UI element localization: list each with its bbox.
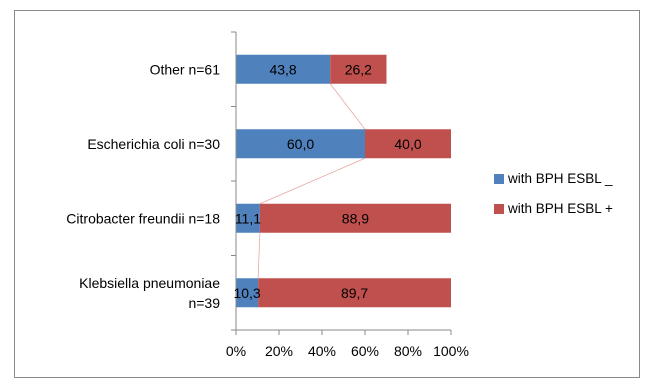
legend-label: with BPH ESBL _ <box>507 171 613 186</box>
legend-swatch <box>494 174 504 184</box>
data-label: 89,7 <box>341 285 368 301</box>
data-label: 40,0 <box>394 136 421 152</box>
axes <box>231 31 452 335</box>
x-tick-label: 100% <box>433 343 469 359</box>
category-label: Other n=61 <box>150 61 221 77</box>
data-label: 60,0 <box>287 136 314 152</box>
labels: 43,8 60,0 11,1 10,3 26,2 40,0 88,9 89,7 0% 20% 40%… <box>66 61 469 359</box>
bar-segment <box>236 203 260 233</box>
bar-segment <box>330 54 387 84</box>
data-label: 26,2 <box>345 61 372 77</box>
category-label: Citrobacter freundii n=18 <box>66 210 220 226</box>
category-label: Escherichia coli n=30 <box>87 136 220 152</box>
data-label: 43,8 <box>269 61 296 77</box>
legend-swatch <box>494 204 504 214</box>
bar-segment <box>258 278 451 308</box>
bar-segment <box>259 203 451 233</box>
data-label: 11,1 <box>235 210 261 226</box>
bar-segment <box>365 129 451 159</box>
bar-segment <box>236 54 331 84</box>
legend-label: with BPH ESBL + <box>507 201 613 216</box>
category-label: n=39 <box>188 295 220 311</box>
bars <box>236 54 451 308</box>
x-tick-label: 60% <box>351 343 379 359</box>
series-line <box>257 232 261 279</box>
x-tick-label: 40% <box>308 343 336 359</box>
bar-segment <box>236 278 259 308</box>
category-label: Klebsiella pneumoniae <box>79 275 220 291</box>
x-tick-label: 80% <box>394 343 422 359</box>
series-connector-lines <box>257 83 366 279</box>
series-line <box>259 157 366 205</box>
data-label: 10,3 <box>233 285 260 301</box>
legend: with BPH ESBL _with BPH ESBL + <box>494 171 613 216</box>
x-tick-label: 20% <box>265 343 293 359</box>
x-tick-label: 0% <box>226 343 246 359</box>
series-line <box>329 83 366 130</box>
data-label: 88,9 <box>342 210 369 226</box>
bar-segment <box>236 129 365 159</box>
